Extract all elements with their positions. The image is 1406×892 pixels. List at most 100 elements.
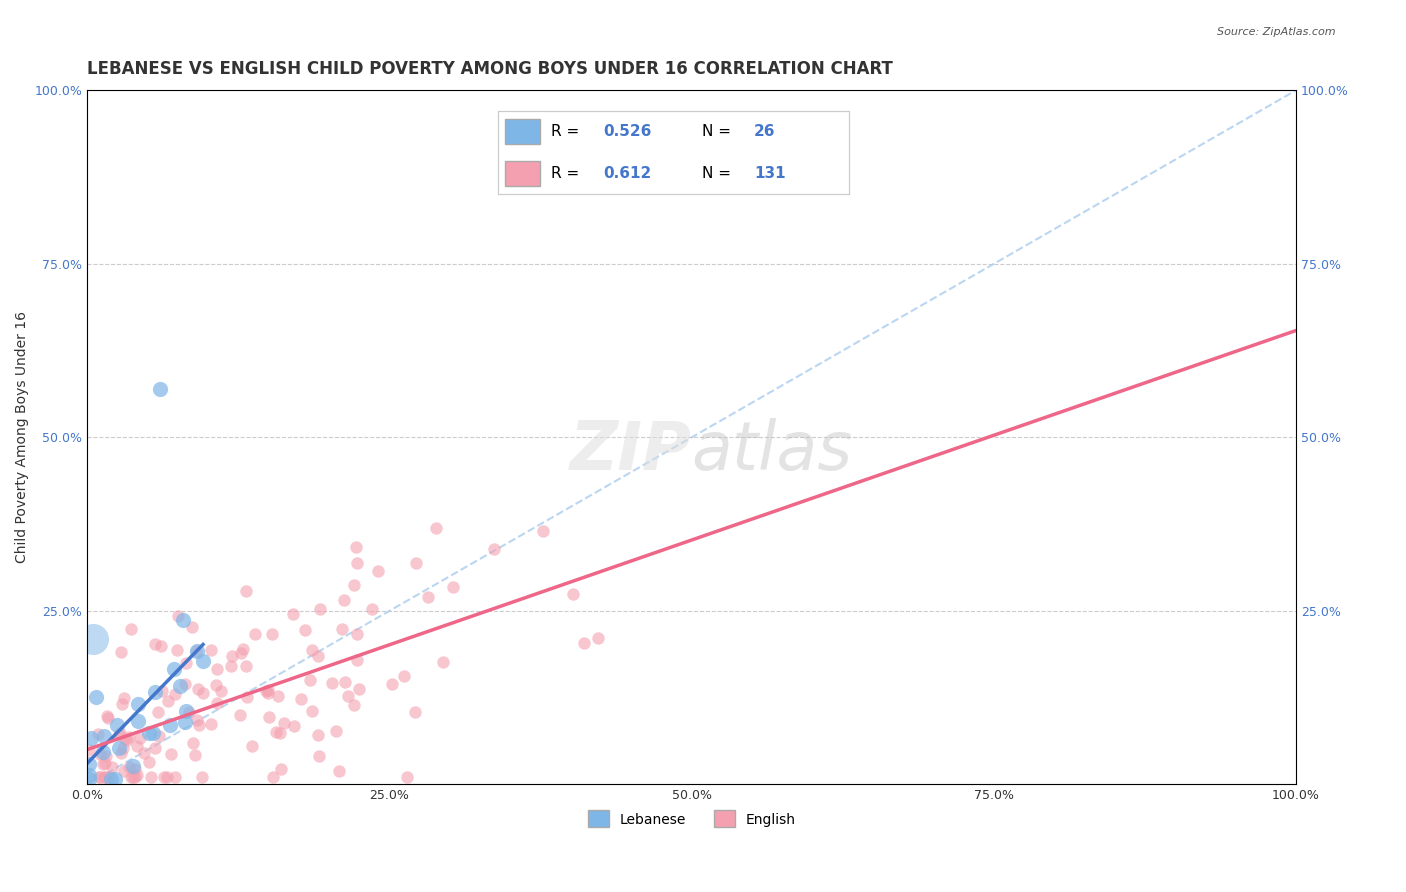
Point [294,623,316,637]
Point [181,619,204,633]
Point [114,731,136,746]
Point [360,601,382,615]
Point [117,733,139,747]
Point [80,731,103,745]
Point [561,587,583,601]
Point [229,708,252,723]
Point [267,689,290,703]
Point [100,772,122,787]
Point [124,771,146,785]
Point [301,642,323,657]
Point [127,697,149,711]
Point [343,577,366,591]
Point [190,771,212,785]
Point [94,756,117,770]
Point [346,627,368,641]
Point [121,771,143,785]
Text: ZIP: ZIP [569,418,692,484]
Point [441,580,464,594]
Point [124,763,146,777]
Point [94,771,117,785]
Point [232,641,254,656]
Text: atlas: atlas [692,418,853,484]
Point [94,748,117,763]
Point [112,690,135,705]
Point [381,677,404,691]
Point [281,607,304,621]
Point [149,639,172,653]
Point [257,683,280,698]
Point [84,690,107,705]
Point [574,636,596,650]
Point [219,659,242,673]
Point [262,626,284,640]
Point [163,663,186,677]
Point [169,679,191,693]
Point [346,653,368,667]
Point [187,718,209,732]
Point [159,747,181,762]
Text: LEBANESE VS ENGLISH CHILD POVERTY AMONG BOYS UNDER 16 CORRELATION CHART: LEBANESE VS ENGLISH CHILD POVERTY AMONG … [87,60,893,78]
Point [110,746,132,760]
Point [184,747,207,762]
Point [259,710,281,724]
Point [82,632,104,646]
Point [205,662,228,676]
Point [87,727,110,741]
Point [404,706,426,720]
Point [181,736,204,750]
Point [586,631,609,645]
Point [332,622,354,636]
Point [269,726,291,740]
Point [257,685,280,699]
Point [336,689,359,703]
Point [145,685,167,699]
Point [138,726,160,740]
Point [392,669,415,683]
Point [186,643,208,657]
Point [307,728,329,742]
Point [163,688,186,702]
Point [96,708,118,723]
Point [174,677,197,691]
Point [142,725,165,739]
Point [328,764,350,779]
Point [273,715,295,730]
Point [243,627,266,641]
Point [127,714,149,728]
Point [98,771,121,785]
Point [112,764,135,779]
Point [120,623,142,637]
Point [121,759,143,773]
Point [395,771,418,785]
Point [93,729,115,743]
Point [153,771,176,785]
Point [143,740,166,755]
Point [343,698,366,712]
Point [77,768,100,782]
Point [165,771,187,785]
Point [266,724,288,739]
Point [191,654,214,668]
Point [416,590,439,604]
Point [159,717,181,731]
Point [235,583,257,598]
Y-axis label: Child Poverty Among Boys Under 16: Child Poverty Among Boys Under 16 [15,311,30,564]
Point [156,771,179,785]
Point [321,676,343,690]
Point [335,675,357,690]
Point [209,684,232,698]
Point [104,772,127,787]
Point [110,645,132,659]
Point [262,771,284,785]
Point [186,713,208,727]
Point [333,593,356,607]
Point [105,718,128,732]
Point [89,771,111,785]
Point [187,682,209,697]
Point [127,768,149,782]
Text: Source: ZipAtlas.com: Source: ZipAtlas.com [1218,27,1336,37]
Point [205,696,228,710]
Point [100,760,122,774]
Point [129,731,152,745]
